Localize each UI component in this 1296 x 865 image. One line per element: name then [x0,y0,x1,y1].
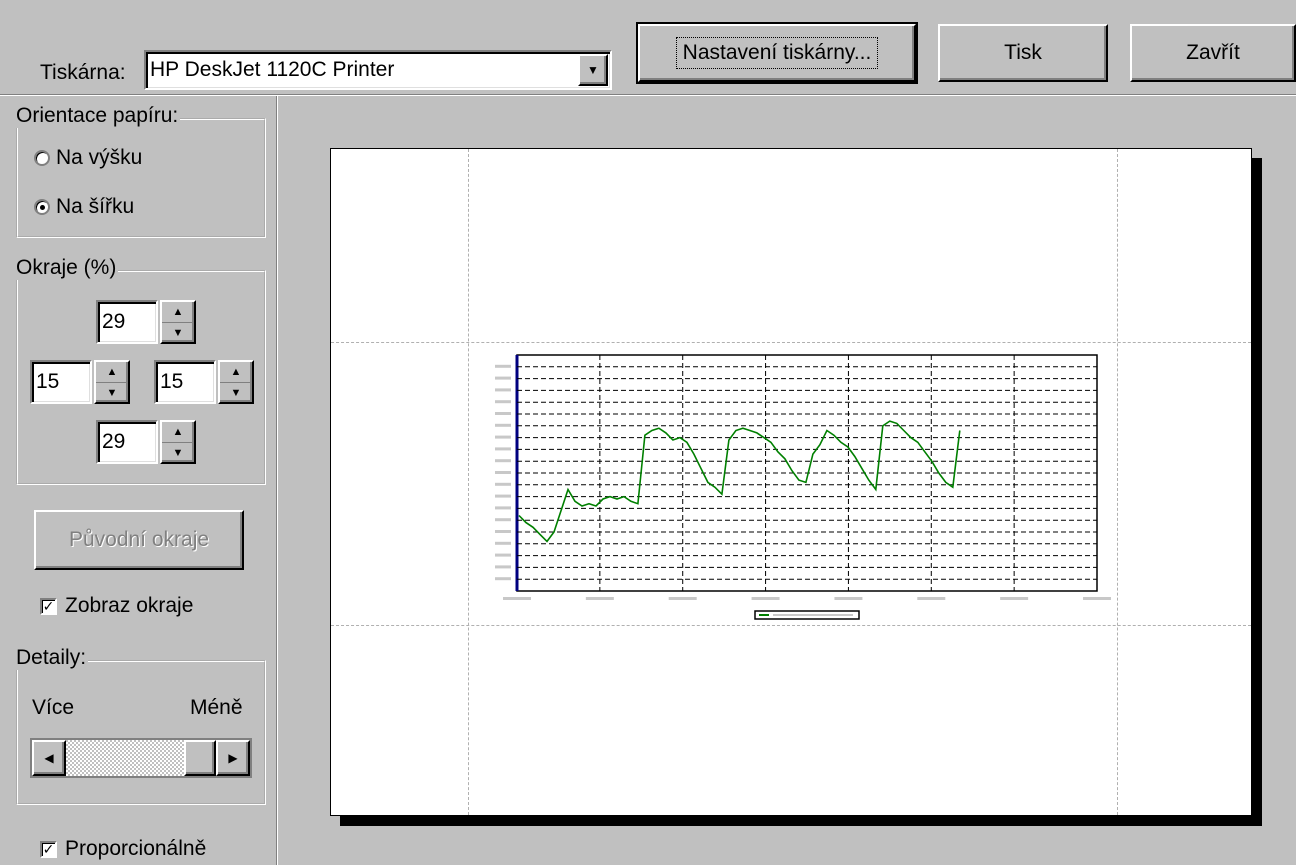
margins-title: Okraje (%) [14,256,119,280]
scroll-left-button[interactable]: ◀ [32,740,66,776]
y-tick-label [495,388,511,392]
y-tick-label [495,518,511,522]
y-tick-label [495,553,511,557]
y-tick-label [495,471,511,474]
margin-guide-bottom [331,625,1251,626]
portrait-radio-circle[interactable] [34,150,50,166]
y-tick-label [495,447,511,451]
chevron-down-icon: ▼ [587,63,599,77]
checkbox-box[interactable]: ✓ [40,840,57,858]
orientation-group [16,118,266,238]
details-title: Detaily: [14,646,89,670]
dropdown-arrow-button[interactable]: ▼ [578,54,608,86]
x-tick-label [503,597,531,600]
printer-select-value: HP DeskJet 1120C Printer [150,58,395,81]
margin-guide-right [1117,149,1118,815]
legend-label [773,614,853,616]
checkbox-box[interactable]: ✓ [40,597,57,615]
portrait-radio[interactable]: Na výšku [34,146,142,170]
x-tick-label [834,597,863,600]
right-margin-spinner[interactable]: ▲ ▼ [218,360,254,404]
spin-up-icon[interactable]: ▲ [106,365,118,378]
close-button[interactable]: Zavřít [1130,24,1296,82]
x-tick-label [917,597,946,600]
series-line [518,420,961,543]
spin-down-icon[interactable]: ▼ [162,442,194,463]
y-tick-label [495,530,511,533]
details-more-label: Více [32,696,75,719]
orientation-title: Orientace papíru: [14,104,181,128]
landscape-radio-circle[interactable] [34,199,50,215]
x-tick-label [751,597,780,600]
header-divider [0,94,1296,96]
margin-guide-left [468,149,469,815]
details-group [16,660,266,805]
printer-label: Tiskárna: [40,61,126,84]
top-margin-field[interactable]: 29 [96,300,158,344]
y-tick-label [495,364,511,368]
spin-up-icon[interactable]: ▲ [172,425,184,438]
y-tick-label [495,482,511,486]
details-less-label: Méně [190,696,243,719]
sidebar-divider [276,96,278,865]
show-margins-checkbox[interactable]: ✓ Zobraz okraje [40,594,193,618]
y-tick-label [495,412,511,415]
details-slider[interactable]: ◀ ▶ [30,738,252,778]
left-margin-field[interactable]: 15 [30,360,92,404]
chevron-left-icon: ◀ [44,751,54,765]
top-margin-spinner[interactable]: ▲ ▼ [160,300,196,344]
x-tick-label [1000,597,1029,600]
page-preview [330,148,1252,816]
margins-group [16,270,266,485]
proportional-checkbox[interactable]: ✓ Proporcionálně [40,837,206,861]
y-tick-label [495,577,511,581]
bottom-margin-spinner[interactable]: ▲ ▼ [160,420,196,464]
printer-setup-button[interactable]: Nastavení tiskárny... [636,22,918,84]
slider-thumb[interactable] [184,740,216,776]
print-button[interactable]: Tisk [938,24,1108,82]
y-tick-label [495,506,511,510]
spin-down-icon[interactable]: ▼ [220,382,252,403]
spin-up-icon[interactable]: ▲ [172,305,184,318]
chevron-right-icon: ▶ [228,751,238,765]
landscape-radio[interactable]: Na šířku [34,195,134,219]
y-tick-label [495,494,511,498]
y-tick-label [495,400,511,404]
check-icon: ✓ [42,598,55,614]
right-margin-field[interactable]: 15 [154,360,216,404]
y-tick-label [495,435,511,439]
x-tick-label [1083,597,1111,600]
spin-up-icon[interactable]: ▲ [230,365,242,378]
printer-select[interactable]: HP DeskJet 1120C Printer ▼ [144,50,612,90]
y-tick-label [495,423,511,427]
y-tick-label [495,565,511,569]
x-tick-label [668,597,697,600]
chart [495,354,1111,620]
spin-down-icon[interactable]: ▼ [162,322,194,343]
reset-margins-button[interactable]: Původní okraje [34,510,244,570]
y-tick-label [495,541,511,545]
x-tick-label [585,597,614,600]
y-tick-label [495,459,511,463]
check-icon: ✓ [42,841,55,857]
left-margin-spinner[interactable]: ▲ ▼ [94,360,130,404]
y-tick-label [495,376,511,380]
bottom-margin-field[interactable]: 29 [96,420,158,464]
margin-guide-top [331,342,1251,343]
scroll-right-button[interactable]: ▶ [216,740,250,776]
spin-down-icon[interactable]: ▼ [96,382,128,403]
